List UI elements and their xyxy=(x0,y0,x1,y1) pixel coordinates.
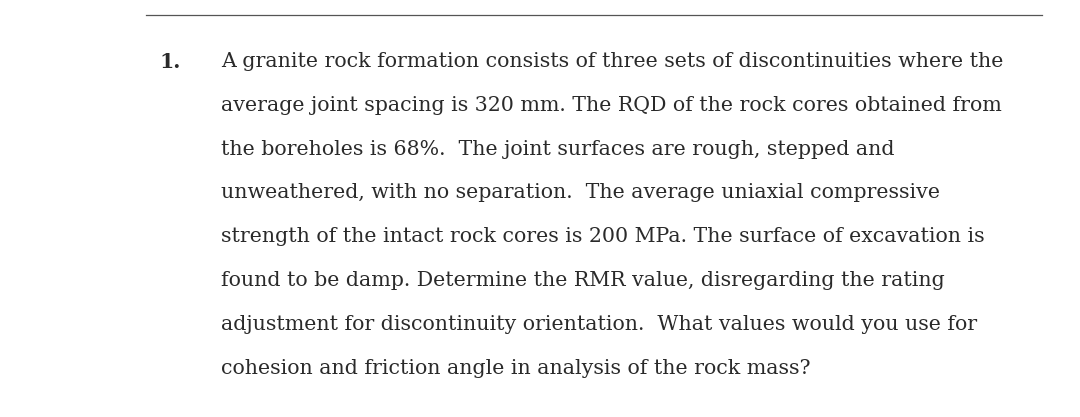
Text: 1.: 1. xyxy=(160,52,181,72)
Text: found to be damp. Determine the RMR value, disregarding the rating: found to be damp. Determine the RMR valu… xyxy=(221,271,945,290)
Text: average joint spacing is 320 mm. The RQD of the rock cores obtained from: average joint spacing is 320 mm. The RQD… xyxy=(221,96,1002,115)
Text: unweathered, with no separation.  The average uniaxial compressive: unweathered, with no separation. The ave… xyxy=(221,183,941,203)
Text: adjustment for discontinuity orientation.  What values would you use for: adjustment for discontinuity orientation… xyxy=(221,315,977,334)
Text: the boreholes is 68%.  The joint surfaces are rough, stepped and: the boreholes is 68%. The joint surfaces… xyxy=(221,140,895,159)
Text: cohesion and friction angle in analysis of the rock mass?: cohesion and friction angle in analysis … xyxy=(221,359,811,378)
Text: A granite rock formation consists of three sets of discontinuities where the: A granite rock formation consists of thr… xyxy=(221,52,1003,71)
Text: strength of the intact rock cores is 200 MPa. The surface of excavation is: strength of the intact rock cores is 200… xyxy=(221,227,985,246)
